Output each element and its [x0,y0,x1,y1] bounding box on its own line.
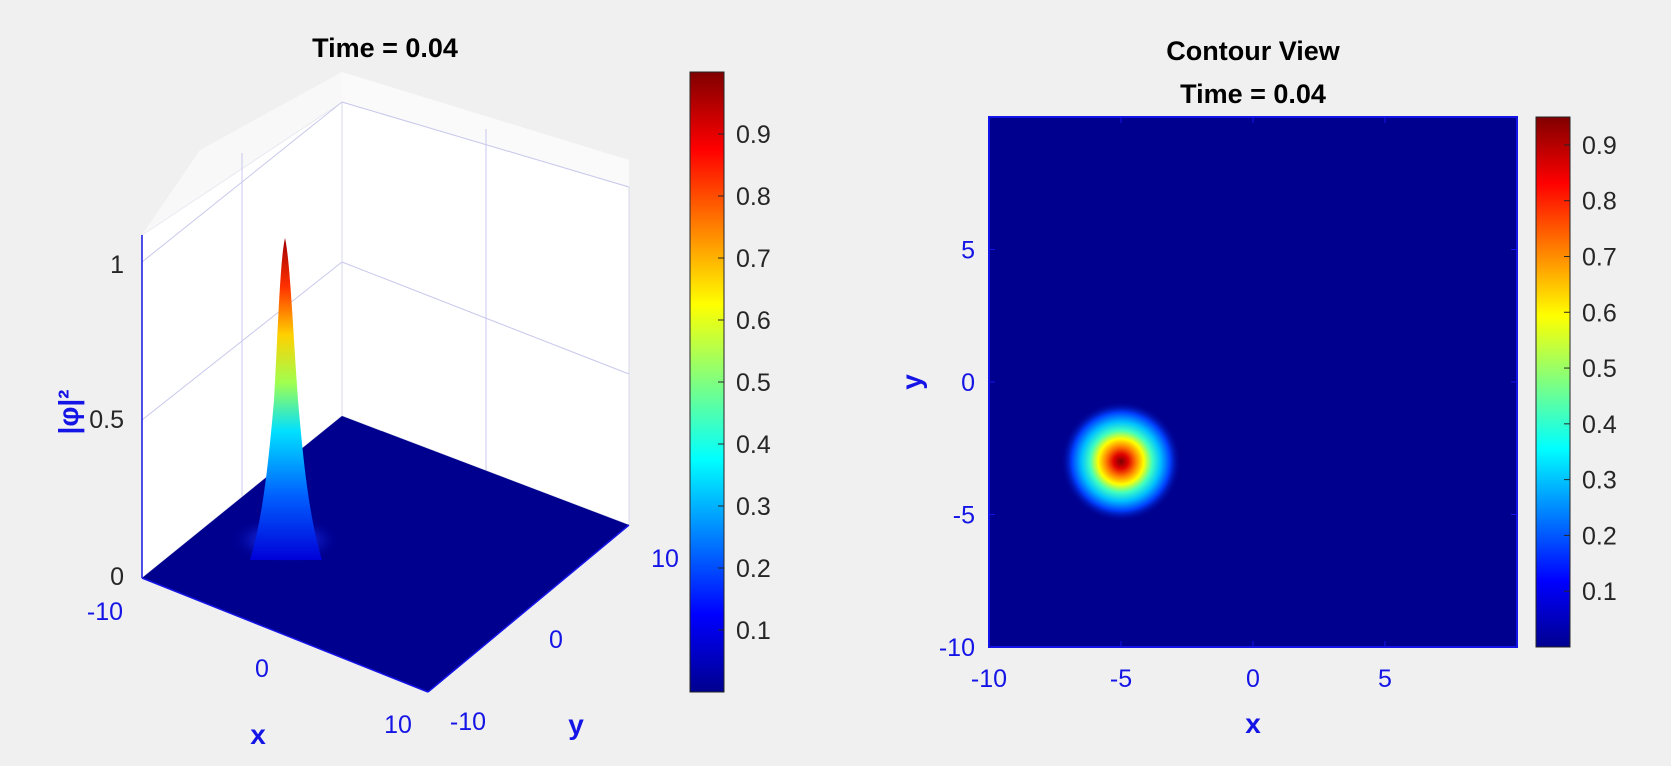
y-tick: 10 [651,545,679,573]
colorbar-tick-label: 0.1 [736,617,771,645]
contour-y-ticks: -10 -5 0 5 [939,237,1517,662]
y-tick-label: 0 [961,369,975,397]
colorbar-tick-label: 0.9 [736,121,771,149]
y-axis-label: y [568,709,584,740]
contour-plot: Contour View Time = 0.04 -10 -5 0 5 -10 -5 0 5… [896,36,1617,739]
y-tick-label: -10 [939,634,975,662]
x-tick: 10 [384,711,412,739]
x-tick-label: 0 [1246,665,1260,693]
x-tick: -10 [87,598,123,626]
z-tick: 0.5 [89,406,124,434]
colorbar-tick-label: 0.5 [736,369,771,397]
x-tick-label: -10 [971,665,1007,693]
colorbar-left-ticks: 0.1 0.2 0.3 0.4 0.5 0.6 0.7 0.8 0.9 [718,121,771,645]
surface-floor [142,416,629,692]
y-tick: -10 [450,708,486,736]
colorbar-tick-label: 0.9 [1582,132,1617,160]
y-tick-label: 5 [961,237,975,265]
surface-peak [250,238,322,560]
z-tick: 0 [110,563,124,591]
colorbar-tick-label: 0.1 [1582,578,1617,606]
grid-lines [141,101,630,497]
colorbar-tick-label: 0.5 [1582,355,1617,383]
contour-y-axis-label: y [896,374,927,390]
y-tick: 0 [549,626,563,654]
y-tick-label: -5 [953,502,975,530]
heatmap-area [988,116,1518,648]
contour-subtitle: Time = 0.04 [1180,79,1326,109]
x-axis-label: x [250,719,266,750]
z-tick: 1 [110,251,124,279]
contour-x-ticks: -10 -5 0 5 [971,117,1392,693]
colorbar-right [1535,116,1571,648]
x-tick: 0 [255,655,269,683]
colorbar-tick-label: 0.8 [1582,188,1617,216]
surface-title: Time = 0.04 [312,33,458,63]
colorbar-tick-label: 0.3 [736,493,771,521]
colorbar-right-ticks: 0.1 0.2 0.3 0.4 0.5 0.6 0.7 0.8 0.9 [1564,132,1617,606]
z-axis-label: |φ|² [53,389,84,434]
colorbar-tick-label: 0.4 [736,431,771,459]
colorbar-tick-label: 0.6 [736,307,771,335]
heatmap-peak [1061,401,1181,522]
contour-x-axis-label: x [1245,708,1261,739]
colorbar-tick-label: 0.2 [1582,522,1617,550]
colorbar-tick-label: 0.2 [736,555,771,583]
contour-title: Contour View [1166,36,1341,66]
colorbar-tick-label: 0.7 [1582,243,1617,271]
axes-frame [141,235,630,693]
colorbar-tick-label: 0.6 [1582,299,1617,327]
colorbar-tick-label: 0.7 [736,245,771,273]
x-tick-label: 5 [1378,665,1392,693]
colorbar-tick-label: 0.4 [1582,411,1617,439]
x-tick-label: -5 [1110,665,1132,693]
colorbar-tick-label: 0.3 [1582,467,1617,495]
colorbar-tick-label: 0.8 [736,183,771,211]
surface-plot: Time = 0.04 1 0.5 0 [53,33,771,750]
